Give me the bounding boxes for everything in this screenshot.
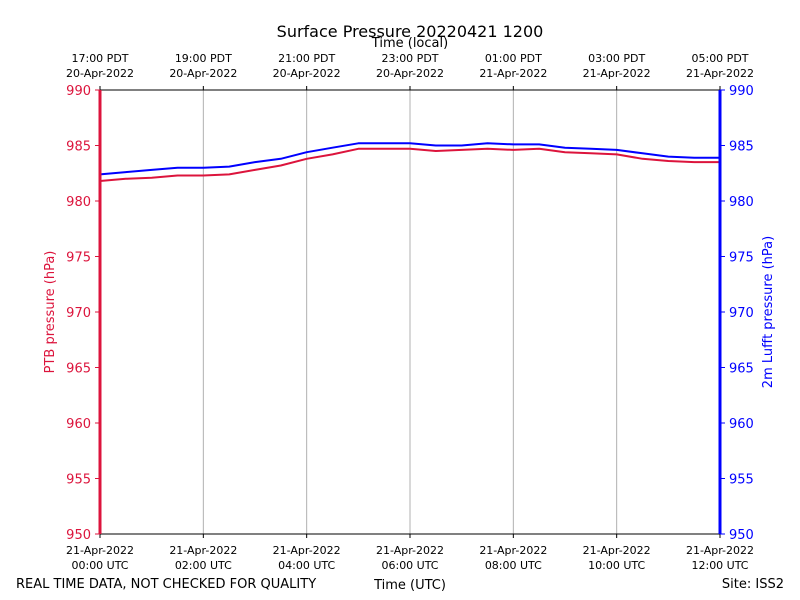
right-tick-label-6: 980 <box>729 195 754 210</box>
vertical-gridlines <box>202 90 618 534</box>
right-tick-label-7: 985 <box>729 140 754 155</box>
right-tick-label-4: 970 <box>729 306 754 321</box>
left-tick-label-1: 955 <box>66 473 91 488</box>
left-y-axis-label: PTB pressure (hPa) <box>43 251 58 374</box>
right-tick-label-5: 975 <box>729 251 754 266</box>
top-tick-time-4: 01:00 PDT <box>485 52 542 65</box>
top-tick-date-3: 20-Apr-2022 <box>376 67 444 80</box>
bottom-tick-time-6: 12:00 UTC <box>691 559 748 572</box>
bottom-tick-date-5: 21-Apr-2022 <box>583 544 651 557</box>
bottom-tick-date-0: 21-Apr-2022 <box>66 544 134 557</box>
top-tick-time-3: 23:00 PDT <box>381 52 438 65</box>
top-axis-title: Time (local) <box>371 36 448 51</box>
series-lines <box>99 142 720 182</box>
left-tick-label-2: 960 <box>66 417 91 432</box>
top-tick-date-0: 20-Apr-2022 <box>66 67 134 80</box>
bottom-tick-time-4: 08:00 UTC <box>485 559 542 572</box>
bottom-tick-date-1: 21-Apr-2022 <box>169 544 237 557</box>
site-label: Site: ISS2 <box>722 577 784 592</box>
top-tick-time-2: 21:00 PDT <box>278 52 335 65</box>
top-tick-date-2: 20-Apr-2022 <box>273 67 341 80</box>
series-line-lufft <box>99 142 720 176</box>
top-tick-time-5: 03:00 PDT <box>588 52 645 65</box>
bottom-tick-time-5: 10:00 UTC <box>588 559 645 572</box>
top-tick-date-1: 20-Apr-2022 <box>169 67 237 80</box>
quality-notice: REAL TIME DATA, NOT CHECKED FOR QUALITY <box>16 577 316 592</box>
bottom-tick-time-0: 00:00 UTC <box>71 559 128 572</box>
bottom-tick-time-1: 02:00 UTC <box>175 559 232 572</box>
right-tick-label-8: 990 <box>729 84 754 99</box>
top-tick-time-1: 19:00 PDT <box>175 52 232 65</box>
right-tick-label-3: 965 <box>729 362 754 377</box>
right-tick-label-2: 960 <box>729 417 754 432</box>
bottom-axis-title: Time (UTC) <box>373 578 446 593</box>
top-tick-date-6: 21-Apr-2022 <box>686 67 754 80</box>
chart-title: Surface Pressure 20220421 1200 <box>277 22 544 41</box>
right-y-axis-label: 2m Lufft pressure (hPa) <box>761 236 776 388</box>
top-tick-time-0: 17:00 PDT <box>71 52 128 65</box>
bottom-tick-time-2: 04:00 UTC <box>278 559 335 572</box>
series-line-ptb <box>99 147 720 182</box>
right-tick-label-0: 950 <box>729 528 754 543</box>
right-tick-label-1: 955 <box>729 473 754 488</box>
left-tick-label-5: 975 <box>66 251 91 266</box>
top-tick-time-6: 05:00 PDT <box>691 52 748 65</box>
left-tick-label-0: 950 <box>66 528 91 543</box>
left-tick-label-3: 965 <box>66 362 91 377</box>
left-tick-label-8: 990 <box>66 84 91 99</box>
axis-ticks: 21-Apr-2022 00:00 UTC 21-Apr-2022 02:00 UTC… <box>66 52 754 572</box>
bottom-tick-date-4: 21-Apr-2022 <box>479 544 547 557</box>
bottom-tick-date-2: 21-Apr-2022 <box>273 544 341 557</box>
bottom-tick-date-3: 21-Apr-2022 <box>376 544 444 557</box>
left-tick-label-6: 980 <box>66 195 91 210</box>
top-tick-date-5: 21-Apr-2022 <box>583 67 651 80</box>
top-tick-date-4: 21-Apr-2022 <box>479 67 547 80</box>
left-tick-label-7: 985 <box>66 140 91 155</box>
left-tick-label-4: 970 <box>66 306 91 321</box>
bottom-tick-date-6: 21-Apr-2022 <box>686 544 754 557</box>
bottom-tick-time-3: 06:00 UTC <box>381 559 438 572</box>
